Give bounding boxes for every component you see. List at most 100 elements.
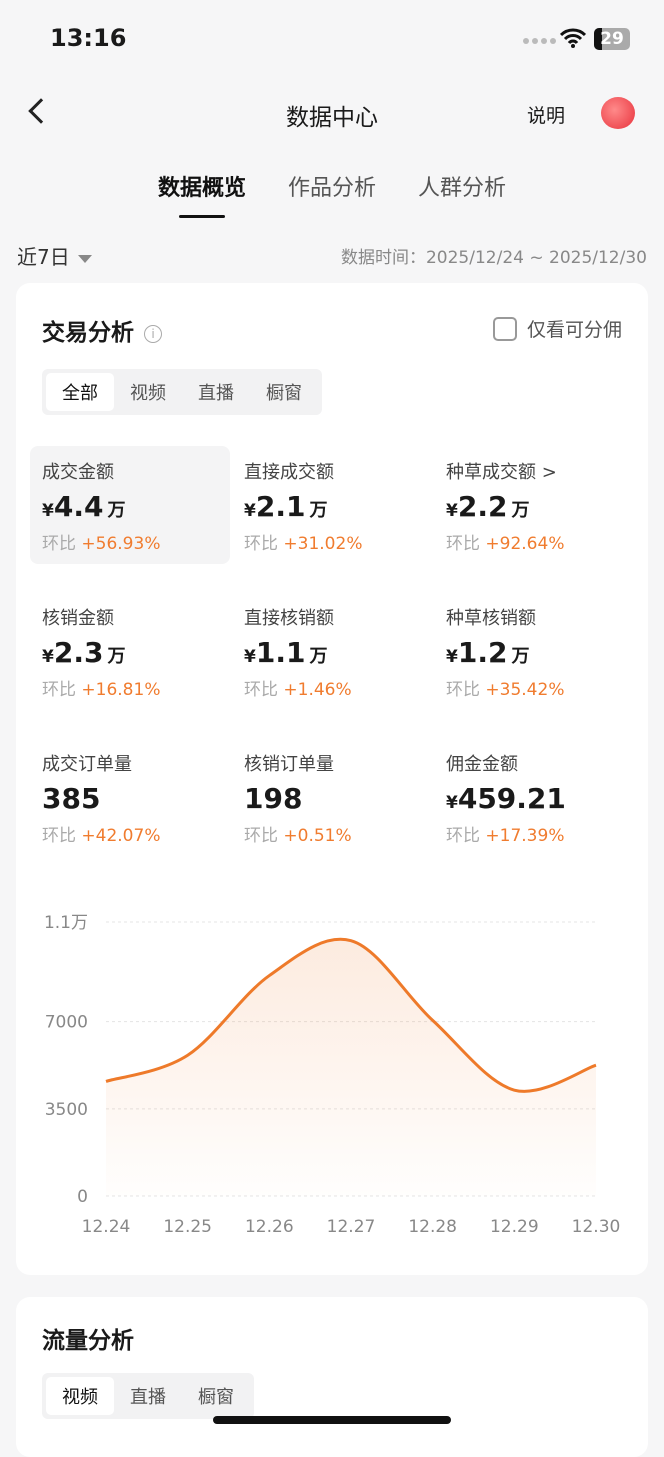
unit: 万	[309, 646, 328, 667]
metric-value: ¥4.4 万	[42, 490, 218, 523]
wifi-icon	[560, 28, 586, 48]
tab-works[interactable]: 作品分析	[287, 176, 376, 201]
value: 1.2	[457, 636, 508, 669]
x-tick-label: 12.24	[82, 1217, 131, 1237]
metric-value: ¥2.3 万	[42, 636, 218, 669]
change-label: 环比	[446, 534, 480, 554]
change-value: +31.02%	[283, 534, 363, 554]
metric-change: 环比 +0.51%	[244, 821, 420, 846]
segment-video[interactable]: 视频	[46, 1377, 114, 1415]
trade-chart: 0 3500 7000 1.1万 12.24 12.25 12.26 12.27 12.28 12…	[44, 913, 621, 1237]
data-time: 数据时间：2025/12/24 ~ 2025/12/30	[340, 248, 647, 268]
metric-card[interactable]: 核销订单量 198 环比 +0.51%	[232, 738, 432, 856]
change-label: 环比	[244, 680, 278, 700]
x-tick-label: 12.27	[327, 1217, 376, 1237]
battery-level: 29	[600, 29, 624, 49]
metric-change: 环比 +17.39%	[446, 821, 622, 846]
segment-window[interactable]: 橱窗	[198, 1387, 234, 1408]
currency: ¥	[42, 647, 54, 667]
metric-label: 佣金金额	[446, 754, 518, 775]
unit: 万	[107, 646, 126, 667]
change-label: 环比	[244, 826, 278, 846]
change-value: +1.46%	[283, 680, 352, 700]
x-tick-label: 12.25	[163, 1217, 212, 1237]
change-value: +92.64%	[485, 534, 565, 554]
metric-label: 种草核销额	[446, 608, 536, 629]
series-line	[105, 937, 597, 1093]
metric-card[interactable]: 直接核销额 ¥1.1 万 环比 +1.46%	[232, 592, 432, 710]
x-tick-label: 12.28	[408, 1217, 457, 1237]
tab-overview[interactable]: 数据概览	[158, 170, 246, 202]
currency: ¥	[446, 647, 458, 667]
battery-icon: 29	[594, 28, 630, 50]
metric-change: 环比 +16.81%	[42, 675, 218, 700]
y-tick-label: 7000	[45, 1013, 88, 1033]
value: 4.4	[53, 490, 104, 523]
signal-icon	[523, 38, 556, 44]
metric-label: 核销订单量	[244, 754, 334, 775]
metric-value: ¥1.2 万	[446, 636, 622, 669]
segment-video[interactable]: 视频	[130, 383, 166, 404]
value: 198	[244, 782, 303, 815]
trade-card: 交易分析 i 仅看可分佣 全部 视频 直播 橱窗 成交金额 ¥4.4 万 环比 +5…	[16, 283, 648, 1275]
metric-card[interactable]: 成交订单量 385 环比 +42.07%	[30, 738, 230, 856]
metric-card[interactable]: 种草成交额 > ¥2.2 万 环比 +92.64%	[434, 446, 634, 564]
metric-card[interactable]: 种草核销额 ¥1.2 万 环比 +35.42%	[434, 592, 634, 710]
currency: ¥	[446, 501, 458, 521]
change-label: 环比	[42, 680, 76, 700]
checkbox-label: 仅看可分佣	[526, 319, 622, 341]
traffic-title: 流量分析	[42, 1328, 134, 1354]
change-label: 环比	[446, 680, 480, 700]
metric-card[interactable]: 核销金额 ¥2.3 万 环比 +16.81%	[30, 592, 230, 710]
segment-live[interactable]: 直播	[130, 1387, 166, 1408]
metric-value: ¥2.2 万	[446, 490, 622, 523]
metric-value: 198	[244, 782, 420, 815]
metric-card[interactable]: 成交金额 ¥4.4 万 环比 +56.93%	[30, 446, 230, 564]
date-range-label: 近7日	[17, 245, 70, 269]
main-tabs: 数据概览 作品分析 人群分析	[0, 170, 664, 202]
value: 2.1	[255, 490, 306, 523]
page-title: 数据中心	[286, 105, 378, 131]
metric-change: 环比 +35.42%	[446, 675, 622, 700]
metric-label: 直接核销额	[244, 608, 334, 629]
help-link[interactable]: 说明	[527, 105, 566, 127]
checkbox-icon[interactable]	[492, 316, 517, 341]
value: 2.3	[53, 636, 104, 669]
metric-change: 环比 +1.46%	[244, 675, 420, 700]
change-value: +56.93%	[81, 534, 161, 554]
info-icon[interactable]: i	[144, 324, 162, 343]
currency: ¥	[244, 647, 256, 667]
x-tick-label: 12.30	[572, 1217, 621, 1237]
unit: 万	[511, 646, 530, 667]
traffic-segment: 视频 直播 橱窗	[42, 1373, 254, 1419]
y-tick-label: 0	[77, 1187, 88, 1207]
commission-only-checkbox[interactable]: 仅看可分佣	[492, 315, 622, 342]
change-label: 环比	[42, 534, 76, 554]
date-range-dropdown[interactable]: 近7日	[17, 241, 92, 270]
value: 1.1	[255, 636, 306, 669]
metric-value: ¥1.1 万	[244, 636, 420, 669]
metric-value: ¥2.1 万	[244, 490, 420, 523]
x-tick-label: 12.29	[490, 1217, 539, 1237]
metric-change: 环比 +42.07%	[42, 821, 218, 846]
currency: ¥	[244, 501, 256, 521]
segment-window[interactable]: 橱窗	[266, 383, 302, 404]
metric-card[interactable]: 直接成交额 ¥2.1 万 环比 +31.02%	[232, 446, 432, 564]
metric-label: 成交订单量	[42, 754, 132, 775]
y-tick-label: 3500	[45, 1100, 88, 1120]
segment-live[interactable]: 直播	[198, 383, 234, 404]
metric-card[interactable]: 佣金金额 ¥459.21 环比 +17.39%	[434, 738, 634, 856]
assistant-avatar[interactable]	[601, 97, 635, 129]
caret-down-icon	[77, 254, 92, 263]
change-value: +17.39%	[485, 826, 565, 846]
home-indicator[interactable]	[213, 1416, 451, 1424]
segment-all[interactable]: 全部	[46, 373, 114, 411]
trade-title-text: 交易分析	[42, 320, 134, 346]
metric-value: ¥459.21	[446, 782, 622, 815]
metric-change: 环比 +92.64%	[446, 529, 622, 554]
change-value: +0.51%	[283, 826, 352, 846]
metric-change: 环比 +56.93%	[42, 529, 218, 554]
currency: ¥	[446, 793, 458, 813]
change-label: 环比	[446, 826, 480, 846]
tab-audience[interactable]: 人群分析	[418, 176, 507, 201]
